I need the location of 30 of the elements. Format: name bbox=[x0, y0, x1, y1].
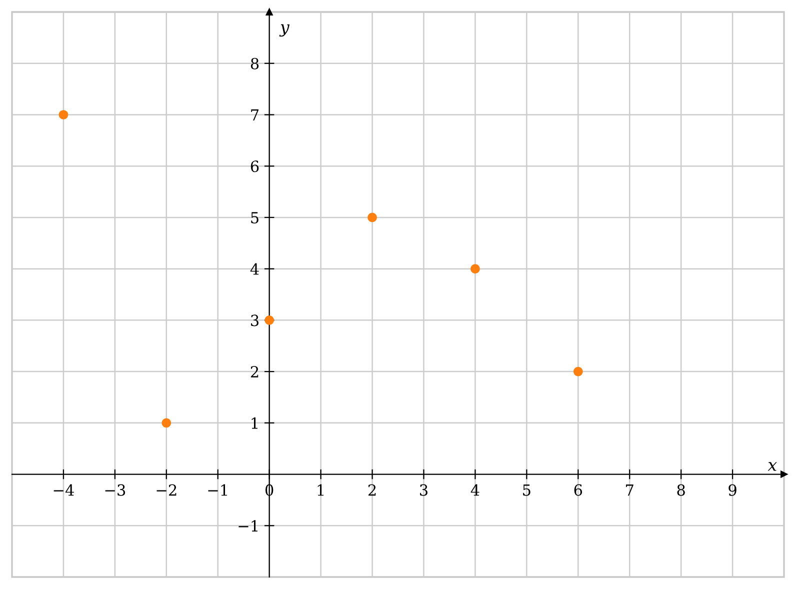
y-tick-label: 2 bbox=[250, 366, 258, 378]
x-axis-title: x bbox=[768, 462, 777, 471]
x-tick-label: 4 bbox=[470, 484, 480, 496]
y-tick-label: −1 bbox=[238, 520, 258, 532]
x-tick-label: 3 bbox=[420, 484, 428, 496]
x-tick-label: 9 bbox=[728, 484, 736, 496]
x-tick-label: 1 bbox=[318, 484, 324, 496]
y-tick-label: 6 bbox=[250, 160, 259, 172]
x-tick-label: 2 bbox=[368, 484, 376, 496]
y-tick-label: 8 bbox=[250, 58, 259, 70]
x-tick-label: −4 bbox=[54, 484, 74, 496]
y-tick-label: 5 bbox=[251, 212, 258, 224]
x-tick-label: 8 bbox=[677, 484, 685, 496]
y-axis-title: y bbox=[279, 24, 290, 37]
y-tick-label: 4 bbox=[250, 263, 259, 275]
x-tick-label: −2 bbox=[156, 484, 176, 496]
point bbox=[368, 212, 377, 222]
x-tick-label: −3 bbox=[105, 484, 126, 496]
point bbox=[58, 110, 68, 120]
point bbox=[573, 366, 583, 376]
y-tick-label: 7 bbox=[251, 109, 259, 121]
y-tick-label: 1 bbox=[252, 417, 258, 429]
x-tick-label: −1 bbox=[208, 484, 227, 496]
y-tick-label: 3 bbox=[251, 314, 258, 326]
point bbox=[470, 264, 480, 274]
x-tick-label: 7 bbox=[626, 484, 634, 496]
point bbox=[162, 418, 172, 428]
point bbox=[264, 316, 274, 325]
x-tick-label: 5 bbox=[523, 484, 530, 496]
x-tick-label: 6 bbox=[574, 484, 582, 496]
